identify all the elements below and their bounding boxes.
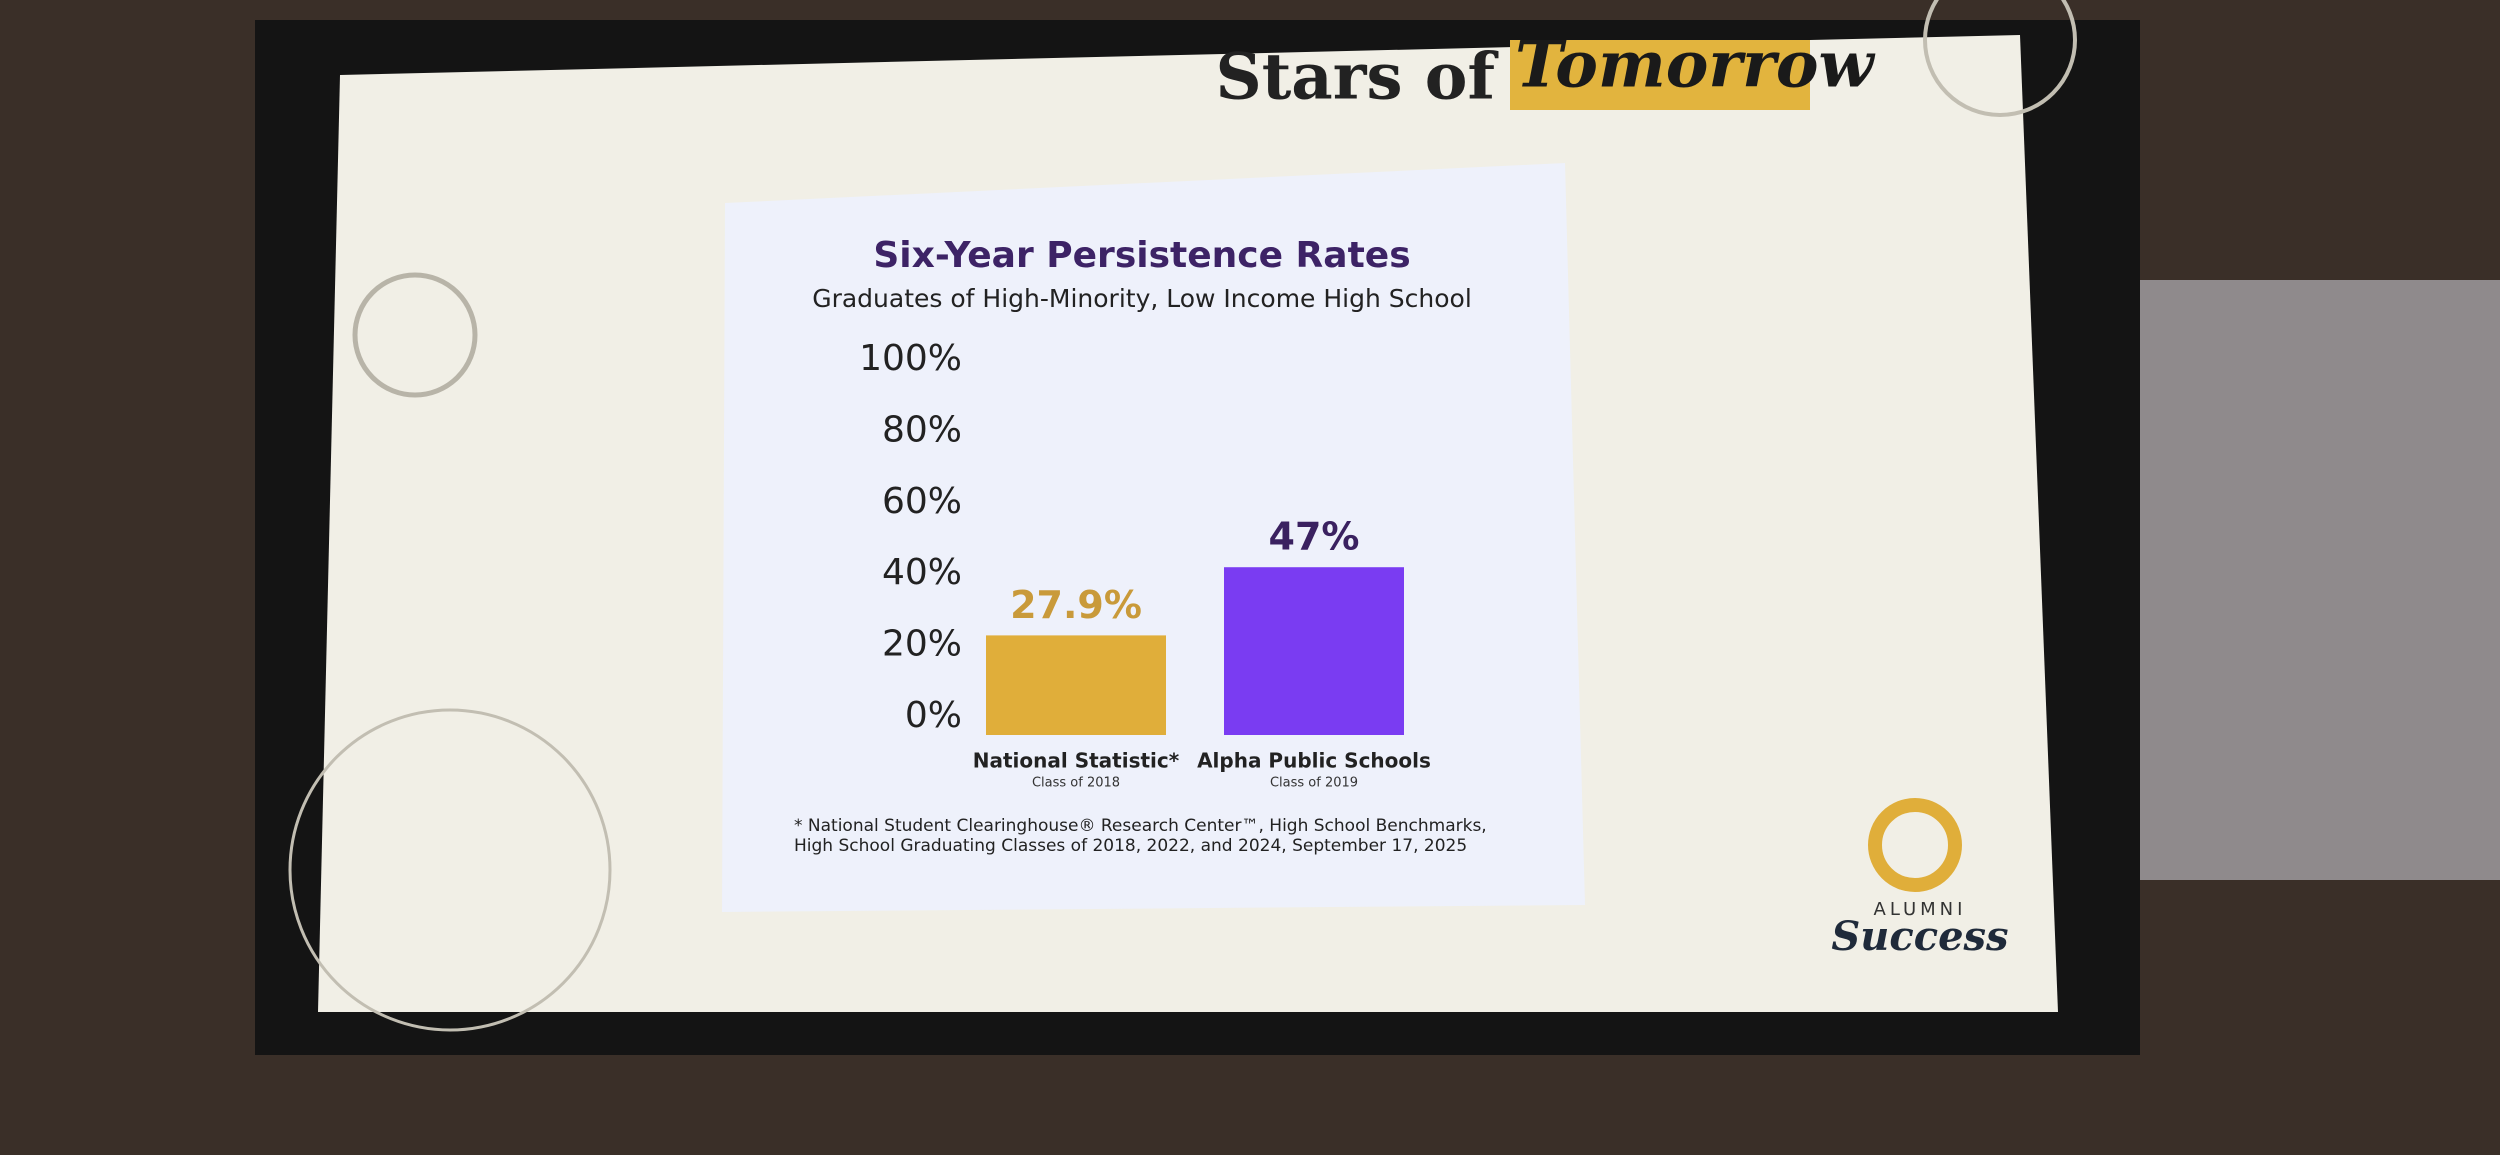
x-tick-note: Class of 2018 xyxy=(1032,776,1120,791)
y-tick-label: 60% xyxy=(882,481,962,522)
decor-circle xyxy=(1923,0,2077,117)
logo-mark xyxy=(1868,798,1962,892)
chart: Six-Year Persistence Rates Graduates of … xyxy=(794,235,1487,856)
decor-circle xyxy=(352,272,478,398)
header-title-script: Tomorrow xyxy=(1515,28,1876,103)
x-tick-note: Class of 2019 xyxy=(1270,776,1358,791)
value-label: 27.9% xyxy=(1010,583,1142,627)
bar xyxy=(1224,567,1404,735)
bar xyxy=(986,635,1166,735)
value-label: 47% xyxy=(1269,515,1360,559)
y-tick-label: 80% xyxy=(882,409,962,450)
window xyxy=(2100,280,2500,880)
x-tick-label: National Statistic* xyxy=(973,749,1180,773)
decor-circle xyxy=(288,708,612,1032)
chart-subtitle: Graduates of High-Minority, Low Income H… xyxy=(812,284,1472,313)
header-title: Stars of xyxy=(1216,40,1499,115)
footnote: * National Student Clearinghouse® Resear… xyxy=(794,816,1487,836)
logo-text: ALUMNI xyxy=(1874,899,1967,920)
y-tick-label: 40% xyxy=(882,552,962,593)
logo-text: Success xyxy=(1831,913,2008,960)
footnote: High School Graduating Classes of 2018, … xyxy=(794,836,1467,856)
y-tick-label: 20% xyxy=(882,624,962,665)
title-highlight xyxy=(1510,40,1810,110)
x-tick-label: Alpha Public Schools xyxy=(1197,749,1431,773)
y-tick-label: 100% xyxy=(859,338,962,379)
chart-title: Six-Year Persistence Rates xyxy=(873,235,1410,276)
y-tick-label: 0% xyxy=(905,695,962,736)
